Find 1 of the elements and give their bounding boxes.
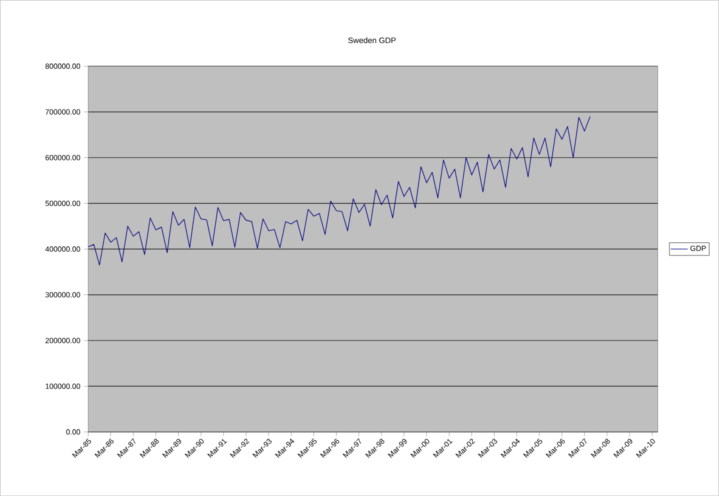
line-series	[88, 116, 590, 266]
